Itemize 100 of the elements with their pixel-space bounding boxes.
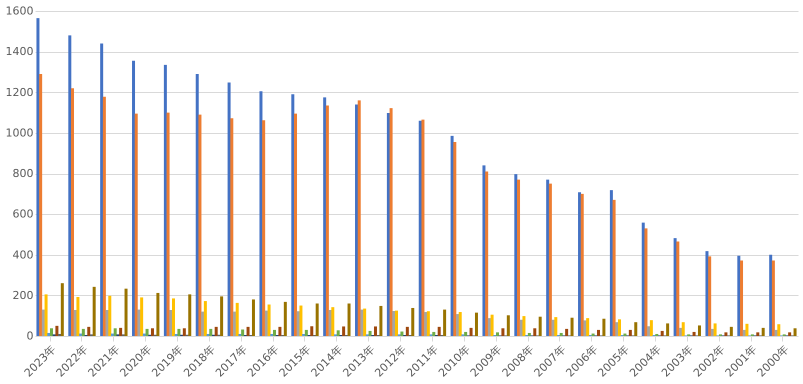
bar <box>278 326 282 336</box>
bar <box>326 105 329 336</box>
bar <box>453 142 456 336</box>
bar <box>730 326 733 336</box>
bar <box>374 326 377 336</box>
bar <box>546 180 550 336</box>
y-tick-label: 1600 <box>6 4 34 18</box>
bar <box>310 326 314 336</box>
bar <box>580 194 584 336</box>
bar <box>236 302 239 336</box>
bar <box>490 314 494 336</box>
bar <box>114 328 117 336</box>
bar <box>390 108 393 336</box>
bar <box>336 330 340 336</box>
y-tick-label: 0 <box>26 330 34 342</box>
bar <box>538 316 542 336</box>
bar <box>496 332 499 336</box>
bar <box>60 283 64 336</box>
bar <box>156 292 160 336</box>
bar <box>201 312 204 336</box>
bar <box>586 318 590 336</box>
bar <box>50 328 53 336</box>
bar <box>676 242 680 336</box>
bar <box>406 326 409 336</box>
bar <box>246 326 250 336</box>
bar <box>55 326 58 336</box>
bar <box>140 297 144 336</box>
bar <box>268 304 271 336</box>
bar <box>418 120 422 336</box>
bar <box>762 328 765 336</box>
bar <box>272 330 276 336</box>
bar <box>92 286 96 336</box>
bar <box>464 332 468 336</box>
bar <box>230 118 234 336</box>
bar <box>124 288 128 336</box>
bar <box>166 112 170 336</box>
bar <box>560 332 563 336</box>
bar <box>666 323 670 336</box>
bar <box>177 328 180 336</box>
bar <box>554 317 558 336</box>
bar <box>650 320 653 336</box>
bar <box>146 328 149 336</box>
bar <box>774 330 778 336</box>
bar <box>209 328 212 336</box>
bar <box>74 310 77 336</box>
bar <box>769 254 772 336</box>
bar <box>39 74 42 336</box>
bar <box>241 330 244 336</box>
bar <box>777 324 780 336</box>
bar <box>443 310 446 336</box>
bar <box>612 200 616 336</box>
bar <box>214 326 218 336</box>
bar <box>432 332 436 336</box>
bar <box>698 325 701 336</box>
bar <box>745 324 748 336</box>
bar <box>602 318 606 336</box>
bar <box>570 318 574 336</box>
bar <box>348 304 351 336</box>
bar <box>87 326 90 336</box>
bar <box>119 328 122 336</box>
bar <box>421 120 424 336</box>
bar <box>411 308 414 336</box>
bar <box>708 256 712 336</box>
bar <box>328 310 332 336</box>
bar <box>134 114 138 336</box>
bar <box>644 228 648 336</box>
bar <box>501 328 504 336</box>
bar <box>674 238 677 336</box>
bar <box>692 332 696 336</box>
bar <box>794 328 797 336</box>
bar <box>358 100 361 336</box>
bar <box>506 315 510 336</box>
bar <box>400 332 404 336</box>
bar <box>450 136 454 336</box>
bar <box>342 326 346 336</box>
bar <box>76 297 80 336</box>
bar <box>628 330 632 336</box>
bar <box>647 326 650 336</box>
bar <box>172 298 176 336</box>
bar <box>520 320 523 336</box>
bar <box>528 332 531 336</box>
bar <box>182 328 186 336</box>
bar <box>788 332 792 336</box>
bar <box>44 294 48 336</box>
bar <box>106 310 109 336</box>
bar <box>228 82 231 336</box>
bar <box>596 330 600 336</box>
bar <box>426 311 430 336</box>
bar <box>299 306 302 336</box>
bar <box>108 296 112 336</box>
bar <box>740 260 744 336</box>
bar <box>204 301 207 336</box>
y-tick-label: 1200 <box>6 86 34 99</box>
bar <box>82 328 85 336</box>
bar <box>196 74 199 336</box>
bar <box>522 316 526 336</box>
bar <box>474 312 478 336</box>
bar <box>252 299 255 336</box>
bar <box>71 88 74 336</box>
y-tick-label: 400 <box>12 248 34 262</box>
